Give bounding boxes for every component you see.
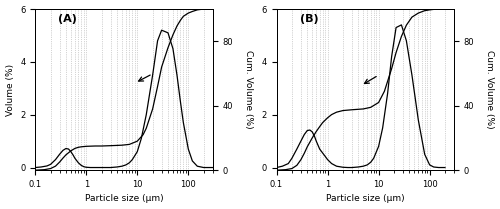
X-axis label: Particle size (μm): Particle size (μm): [326, 194, 404, 203]
X-axis label: Particle size (μm): Particle size (μm): [84, 194, 163, 203]
Text: (A): (A): [58, 14, 77, 24]
Y-axis label: Cum. Volume (%): Cum. Volume (%): [486, 50, 494, 129]
Text: (B): (B): [300, 14, 318, 24]
Y-axis label: Cum. Volume (%): Cum. Volume (%): [244, 50, 253, 129]
Y-axis label: Volume (%): Volume (%): [6, 64, 15, 116]
